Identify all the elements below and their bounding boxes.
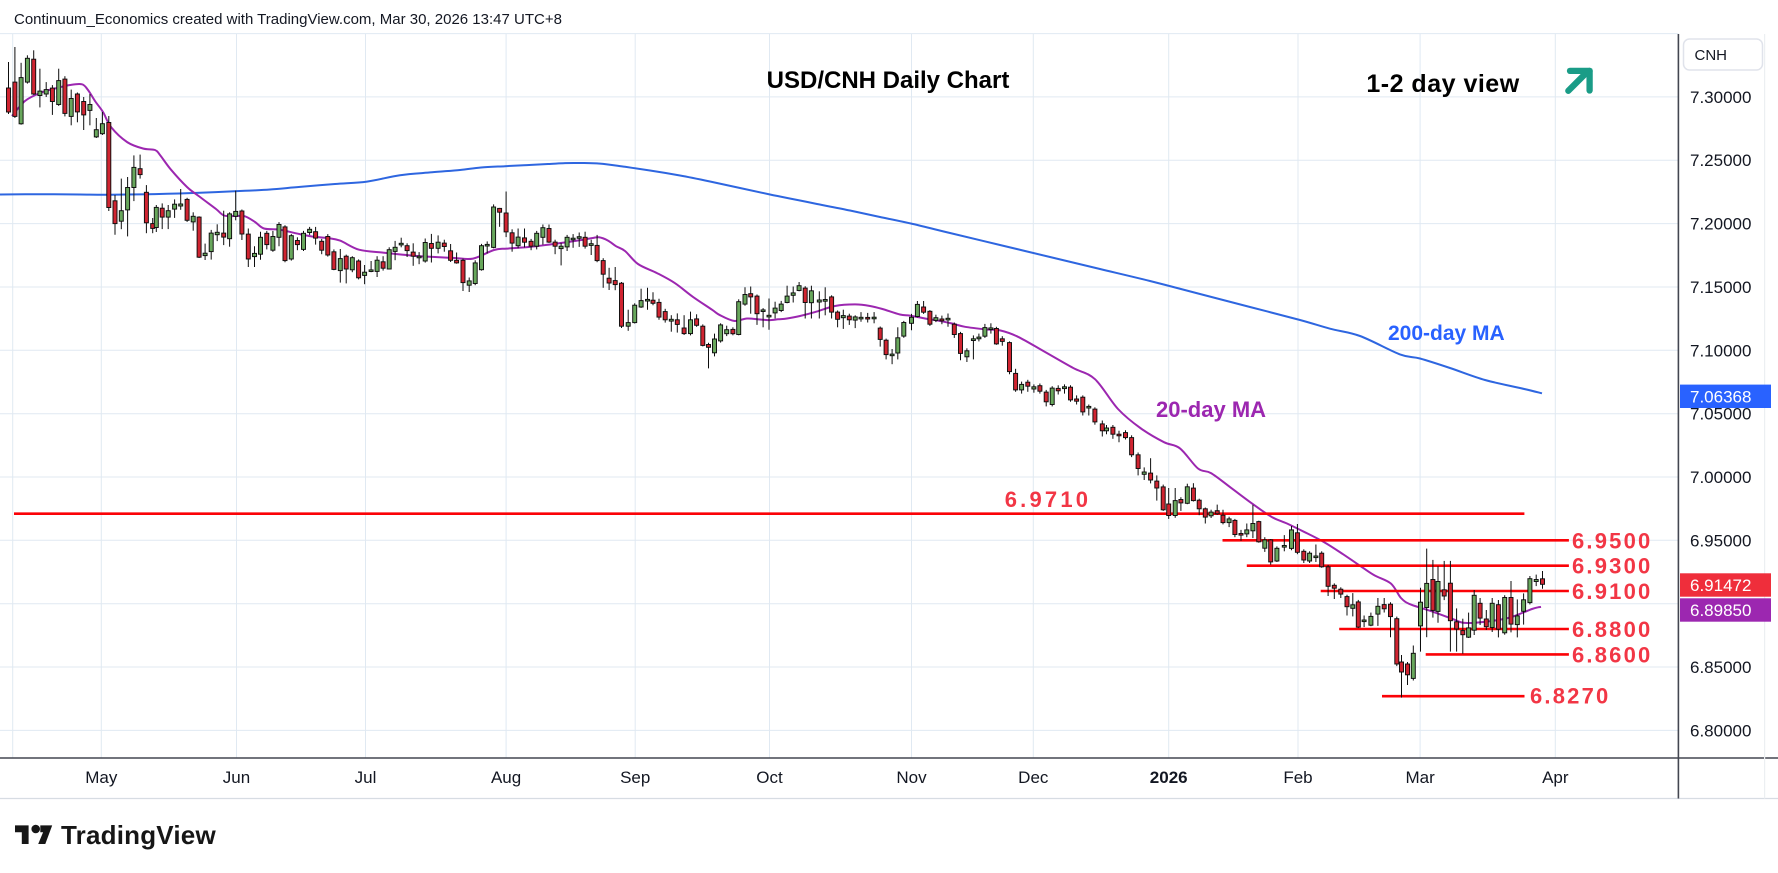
svg-text:7.05000: 7.05000 [1690,405,1751,424]
svg-text:2026: 2026 [1150,768,1188,787]
svg-text:7.20000: 7.20000 [1690,215,1751,234]
svg-text:USD/CNH Daily Chart: USD/CNH Daily Chart [767,67,1010,94]
svg-text:Mar: Mar [1405,768,1435,787]
svg-text:6.80000: 6.80000 [1690,721,1751,740]
svg-text:CNH: CNH [1695,47,1728,64]
svg-text:1-2 day view: 1-2 day view [1366,70,1519,98]
svg-text:Jul: Jul [355,768,377,787]
svg-text:6.9710: 6.9710 [1005,487,1092,512]
svg-text:Nov: Nov [896,768,927,787]
svg-text:Apr: Apr [1542,768,1569,787]
svg-text:May: May [85,768,118,787]
svg-text:7.00000: 7.00000 [1690,468,1751,487]
svg-text:6.9300: 6.9300 [1572,554,1653,579]
svg-text:6.89850: 6.89850 [1690,601,1751,620]
svg-text:Oct: Oct [756,768,783,787]
svg-text:Feb: Feb [1283,768,1312,787]
svg-text:6.8800: 6.8800 [1572,617,1653,642]
svg-text:Jun: Jun [223,768,250,787]
svg-text:Sep: Sep [620,768,650,787]
svg-text:7.25000: 7.25000 [1690,151,1751,170]
svg-text:6.85000: 6.85000 [1690,658,1751,677]
svg-text:Aug: Aug [491,768,521,787]
svg-text:6.9100: 6.9100 [1572,579,1653,604]
svg-text:TradingView: TradingView [61,820,216,850]
svg-text:6.8600: 6.8600 [1572,642,1653,667]
svg-text:Dec: Dec [1018,768,1049,787]
svg-text:7.10000: 7.10000 [1690,341,1751,360]
svg-text:6.8270: 6.8270 [1530,684,1611,709]
svg-text:7.06368: 7.06368 [1690,387,1751,406]
svg-text:20-day MA: 20-day MA [1156,397,1266,422]
svg-text:6.9500: 6.9500 [1572,528,1653,553]
svg-text:Continuum_Economics created wi: Continuum_Economics created with Trading… [14,11,562,28]
svg-text:7.30000: 7.30000 [1690,88,1751,107]
svg-text:6.95000: 6.95000 [1690,531,1751,550]
svg-text:200-day MA: 200-day MA [1388,322,1505,345]
svg-text:6.91472: 6.91472 [1690,576,1751,595]
svg-text:7.15000: 7.15000 [1690,278,1751,297]
